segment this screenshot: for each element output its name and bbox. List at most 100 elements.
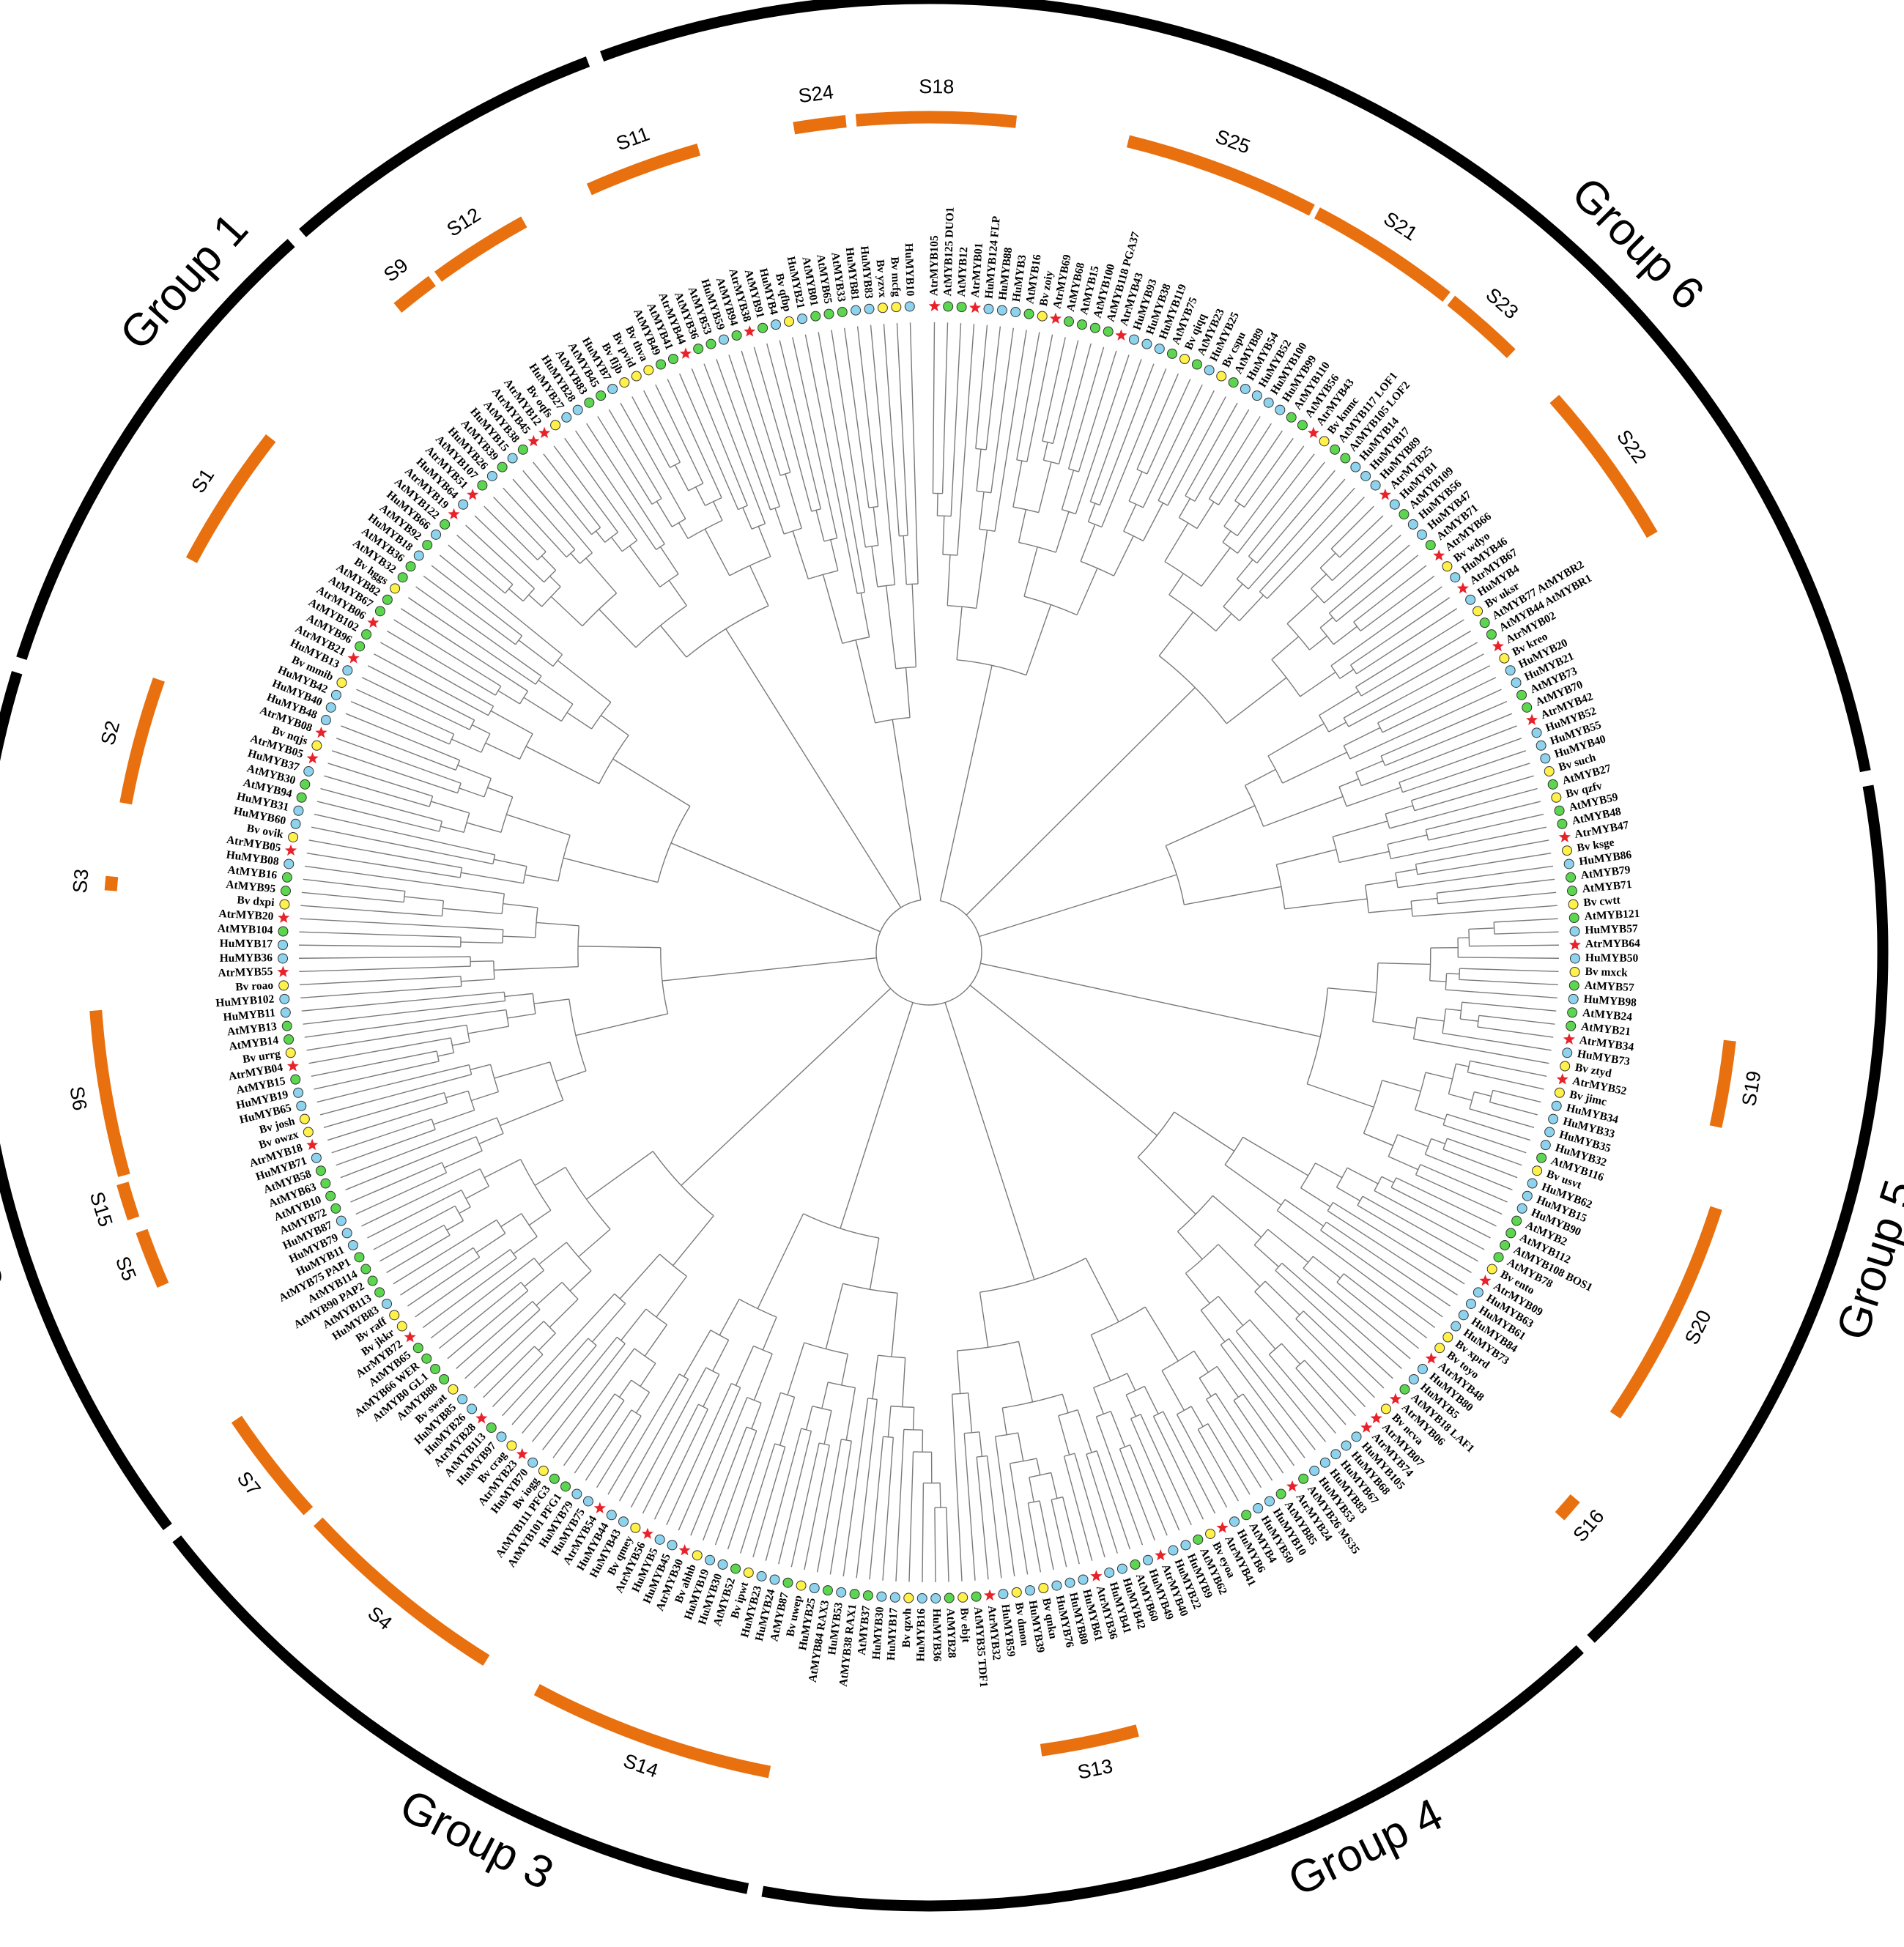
branch (447, 1290, 529, 1360)
branch (1164, 522, 1189, 563)
branch (511, 1338, 589, 1425)
branch (1164, 561, 1202, 587)
circle-marker (903, 1592, 914, 1603)
subgroup-arc-s23 (1447, 295, 1516, 358)
branch (1197, 1423, 1209, 1431)
leaf-label: AtMYB24 (1582, 1006, 1633, 1023)
branch (1176, 1414, 1228, 1508)
branch (467, 1091, 475, 1110)
branch (1076, 568, 1098, 615)
star-marker (678, 1544, 691, 1556)
branch (662, 971, 753, 982)
circle-marker (1038, 1583, 1049, 1594)
branch (1363, 1132, 1393, 1146)
branch (1281, 1262, 1402, 1369)
branch (1223, 583, 1243, 607)
branch (361, 1168, 481, 1227)
branch (1327, 987, 1377, 993)
branch (751, 523, 766, 530)
subgroup-label-s15: S15 (86, 1189, 117, 1229)
star-marker (1155, 1549, 1167, 1561)
branch (1012, 460, 1023, 508)
group-ring-segment-g1 (299, 56, 590, 237)
leaf-label: HuMYB36 (220, 952, 273, 965)
branch (460, 976, 462, 987)
branch (558, 835, 571, 882)
circle-marker (360, 1264, 371, 1275)
leaf-label: HuMYB17 (220, 938, 273, 951)
branch (570, 552, 581, 564)
leaf-label: AtMYB28 (944, 1608, 958, 1658)
leaf-label: Bv roao (235, 979, 274, 994)
branch (502, 1293, 615, 1417)
branch (1216, 1366, 1240, 1398)
circle-marker (1142, 1554, 1153, 1565)
branch (1063, 874, 1177, 911)
circle-marker (293, 805, 304, 816)
branch (549, 1061, 564, 1101)
branch (400, 608, 528, 692)
circle-marker (303, 1127, 314, 1138)
leaf-label: HuMYB16 (914, 1609, 927, 1662)
branch (956, 1350, 961, 1394)
branch (643, 390, 681, 463)
circle-marker (1360, 470, 1371, 481)
circle-marker (769, 1574, 780, 1585)
branch (1218, 1296, 1244, 1327)
branch (1360, 630, 1472, 697)
branch (1061, 470, 1075, 510)
subgroup-label-s12: S12 (443, 204, 485, 241)
branch (1459, 968, 1559, 972)
branch (1055, 511, 1070, 553)
circle-marker (1511, 677, 1522, 688)
circle-marker (956, 302, 967, 313)
circle-marker (421, 1353, 432, 1364)
branch (443, 1225, 451, 1236)
branch (1374, 1190, 1485, 1250)
branch (1113, 535, 1134, 576)
branch (1460, 1018, 1479, 1022)
leaf-label: HuMYB30 (870, 1606, 886, 1661)
branch (1199, 1378, 1212, 1397)
circle-marker (1548, 1113, 1559, 1124)
branch (1303, 1310, 1385, 1389)
circle-marker (584, 397, 595, 408)
branch (841, 1439, 852, 1442)
branch (753, 1345, 773, 1354)
branch (718, 862, 881, 932)
branch (1263, 796, 1344, 827)
branch (1043, 459, 1059, 465)
branch (422, 1257, 517, 1328)
branch (1489, 1101, 1538, 1116)
circle-marker (1473, 606, 1483, 617)
circle-marker (496, 1431, 507, 1442)
subgroup-label-s19: S19 (1738, 1069, 1765, 1108)
leaf-markers (277, 300, 1582, 1603)
branch (494, 1061, 550, 1079)
branch (1431, 1138, 1446, 1145)
branch (1385, 713, 1513, 766)
circle-marker (303, 766, 314, 777)
branch (1319, 715, 1330, 733)
branch (1343, 1273, 1428, 1339)
branch (1018, 541, 1056, 553)
circle-marker (1298, 1473, 1309, 1484)
branch (1128, 500, 1144, 508)
circle-marker (996, 305, 1007, 316)
branch (519, 691, 529, 705)
circle-marker (413, 550, 424, 561)
branch (469, 719, 475, 730)
branch (1125, 1394, 1136, 1417)
branch (1062, 1393, 1069, 1414)
subgroup-arc-s21 (1314, 207, 1451, 303)
branch (963, 665, 993, 794)
branch (533, 461, 593, 535)
branch (1415, 864, 1418, 875)
branch (1442, 1124, 1527, 1154)
subgroup-arc-s3 (104, 875, 119, 891)
branch (1128, 471, 1143, 502)
branch (1348, 653, 1484, 727)
branch (905, 667, 911, 718)
branch (1417, 852, 1552, 875)
branch (681, 1143, 726, 1186)
